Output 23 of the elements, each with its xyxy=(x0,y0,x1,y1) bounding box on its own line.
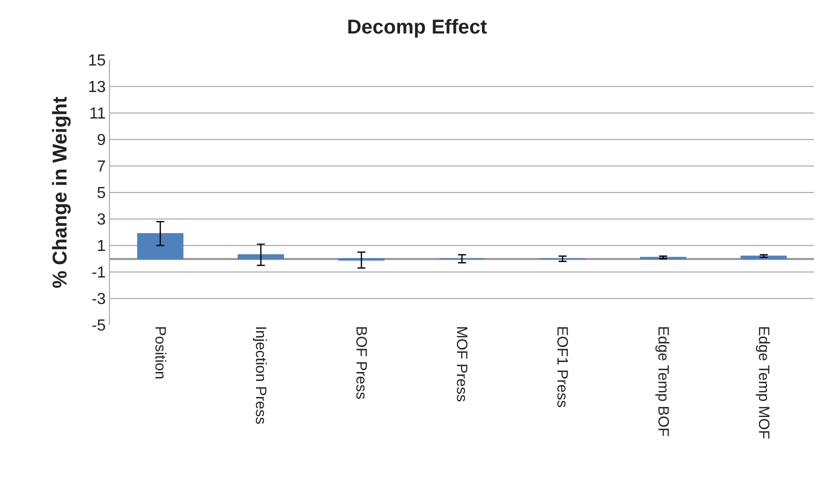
y-tick-label: -3 xyxy=(92,291,106,308)
y-tick-label: 11 xyxy=(89,106,106,123)
x-tick-label: Position xyxy=(151,326,168,380)
x-tick-label: Injection Press xyxy=(252,326,269,424)
chart-title: Decomp Effect xyxy=(346,16,488,38)
y-tick-label: 1 xyxy=(96,238,106,256)
y-tick-label: 3 xyxy=(96,212,106,229)
x-tick-label: BOF Press xyxy=(352,326,370,400)
x-tick-label: MOF Press xyxy=(453,326,470,402)
x-tick-label: Edge Temp MOF xyxy=(754,326,772,440)
y-tick-label: 5 xyxy=(96,185,106,202)
y-tick-label: 15 xyxy=(88,52,106,70)
y-tick-label: -5 xyxy=(92,318,106,335)
bar xyxy=(238,254,284,260)
bar xyxy=(740,256,787,260)
y-axis-title: % Change in Weight xyxy=(50,96,72,288)
x-tick-label: EOF1 Press xyxy=(554,326,571,408)
y-tick-label: -1 xyxy=(92,264,106,282)
bar xyxy=(137,233,184,260)
y-tick-label: 13 xyxy=(88,79,106,96)
y-tick-label: 9 xyxy=(96,132,106,150)
x-tick-label: Edge Temp BOF xyxy=(654,326,672,437)
y-tick-label: 7 xyxy=(96,158,106,176)
